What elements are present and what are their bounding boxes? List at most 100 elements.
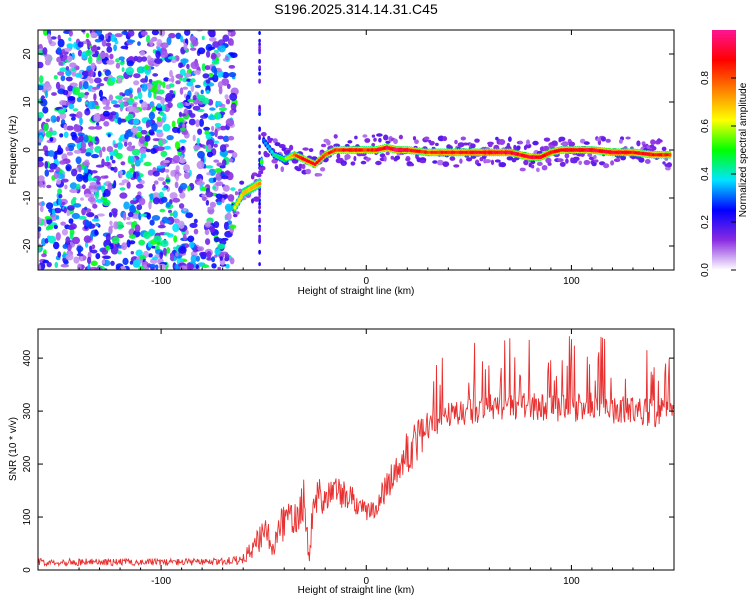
noise-speckle: [214, 128, 218, 138]
noise-speckle: [126, 181, 131, 189]
noise-speckle: [204, 65, 211, 71]
colorbar-gradient: [712, 30, 736, 270]
noise-speckle: [201, 63, 206, 72]
noise-speckle: [87, 213, 95, 217]
noise-speckle: [196, 137, 200, 145]
noise-speckle: [102, 98, 107, 105]
noise-speckle: [46, 33, 52, 41]
noise-speckle: [69, 232, 74, 240]
noise-speckle: [216, 162, 223, 167]
noise-speckle: [175, 173, 180, 182]
ridge-halo: [564, 153, 570, 159]
noise-speckle: [127, 113, 134, 120]
noise-speckle: [84, 219, 90, 227]
ridge-halo: [383, 155, 387, 162]
noise-speckle: [126, 216, 131, 221]
noise-speckle: [47, 150, 55, 157]
noise-speckle: [205, 199, 210, 206]
noise-speckle: [63, 47, 72, 52]
snr-y-tick-label: 0: [22, 567, 33, 573]
ridge-halo: [542, 145, 550, 152]
noise-speckle: [67, 145, 75, 152]
noise-speckle: [222, 34, 230, 42]
noise-speckle: [146, 34, 151, 44]
noise-speckle: [94, 125, 103, 130]
noise-speckle: [140, 152, 147, 159]
ridge-halo: [568, 141, 576, 147]
noise-speckle: [145, 121, 150, 129]
ridge-cell: [235, 202, 239, 206]
noise-speckle: [192, 95, 197, 101]
noise-speckle: [103, 188, 111, 197]
noise-speckle: [102, 255, 111, 260]
noise-speckle: [201, 264, 210, 269]
noise-speckle: [207, 206, 214, 210]
noise-speckle: [166, 36, 172, 46]
noise-speckle: [206, 257, 213, 261]
snr-y-tick-label: 400: [22, 349, 33, 366]
noise-speckle: [55, 215, 60, 220]
noise-speckle: [160, 42, 169, 49]
noise-speckle: [229, 92, 238, 101]
noise-speckle: [106, 59, 115, 65]
noise-speckle: [193, 144, 201, 151]
ridge-halo: [347, 140, 353, 144]
noise-speckle: [67, 85, 74, 92]
noise-speckle: [137, 91, 143, 100]
noise-speckle: [158, 263, 167, 270]
noise-speckle: [55, 232, 61, 241]
noise-speckle: [137, 41, 141, 46]
noise-speckle: [225, 118, 235, 127]
noise-speckle: [86, 107, 90, 112]
noise-speckle: [258, 45, 261, 50]
noise-speckle: [175, 252, 179, 257]
noise-speckle: [179, 87, 184, 95]
noise-speckle: [151, 245, 156, 249]
noise-speckle: [115, 152, 123, 160]
noise-speckle: [45, 226, 50, 231]
noise-speckle: [197, 47, 206, 55]
noise-speckle: [95, 181, 101, 185]
noise-speckle: [151, 256, 159, 261]
noise-speckle: [83, 134, 89, 143]
noise-speckle: [71, 72, 77, 77]
ridge-halo: [665, 166, 671, 171]
noise-speckle: [212, 41, 220, 48]
noise-speckle: [258, 31, 261, 35]
ridge-halo: [367, 157, 371, 161]
noise-speckle: [147, 169, 154, 176]
ridge-halo: [298, 163, 303, 169]
ridge-halo: [409, 163, 415, 167]
ridge-halo: [508, 136, 512, 142]
noise-speckle: [171, 93, 175, 99]
ridge-halo: [238, 188, 243, 193]
noise-speckle: [57, 71, 65, 76]
spectrogram-y-tick-label: -10: [22, 190, 33, 205]
noise-speckle: [48, 209, 52, 213]
noise-speckle: [78, 164, 82, 173]
noise-speckle: [66, 55, 73, 62]
noise-speckle: [46, 202, 54, 210]
noise-speckle: [117, 250, 122, 255]
noise-speckle: [227, 194, 235, 202]
noise-speckle: [38, 226, 42, 232]
noise-speckle: [85, 32, 90, 39]
noise-speckle: [214, 140, 219, 144]
noise-speckle: [211, 256, 216, 263]
noise-speckle: [118, 56, 125, 61]
ridge-halo: [666, 162, 672, 168]
ridge-halo: [605, 138, 611, 143]
noise-speckle: [49, 137, 54, 142]
noise-speckle: [132, 145, 136, 149]
noise-speckle: [90, 177, 98, 182]
noise-speckle: [94, 267, 103, 270]
noise-speckle: [83, 166, 89, 174]
noise-speckle: [106, 46, 113, 53]
snr-panel: -100 0 100 0 100 200 300 400 Height of straight…: [8, 328, 675, 596]
noise-speckle: [119, 192, 128, 199]
noise-speckle: [168, 83, 175, 88]
noise-speckle: [60, 75, 66, 82]
noise-speckle: [140, 78, 148, 83]
noise-speckle: [95, 164, 105, 168]
noise-speckle: [190, 254, 197, 263]
